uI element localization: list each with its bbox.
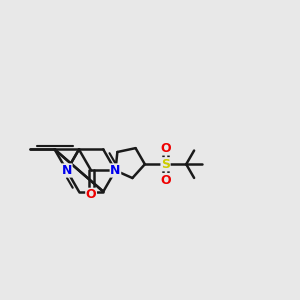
Text: N: N [110, 164, 121, 177]
Text: S: S [161, 158, 170, 171]
Text: O: O [160, 173, 171, 187]
Text: N: N [61, 164, 72, 177]
Text: O: O [86, 188, 96, 201]
Text: O: O [160, 142, 171, 155]
